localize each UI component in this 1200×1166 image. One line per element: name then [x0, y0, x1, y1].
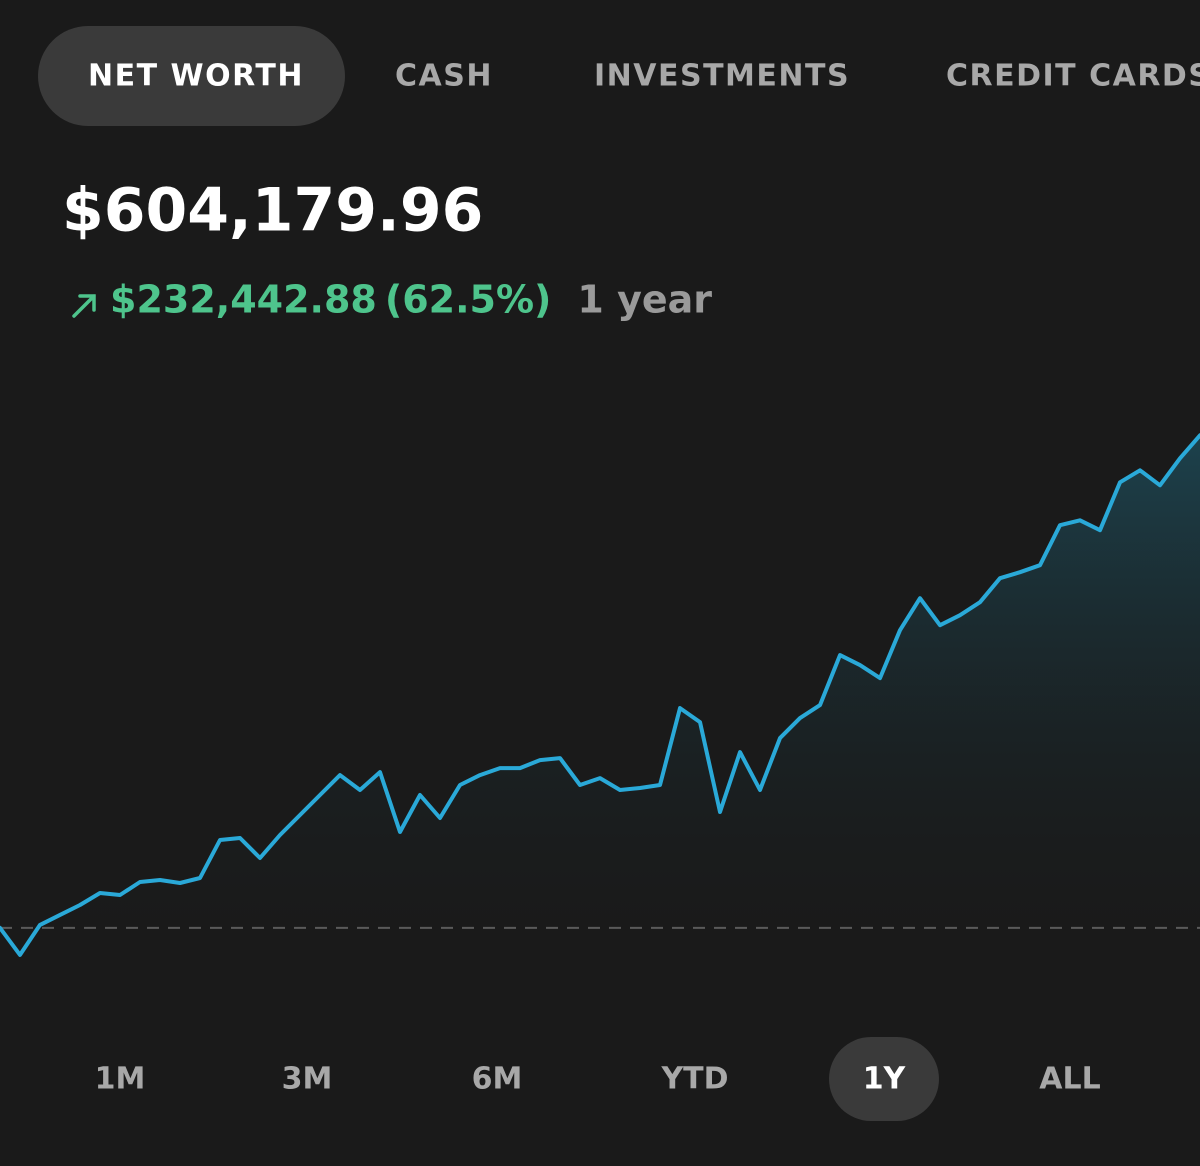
change-amount: $232,442.88: [110, 278, 377, 322]
area: [0, 435, 1200, 974]
tab-pill: [38, 26, 345, 126]
tab[interactable]: NET WORTH: [88, 59, 304, 94]
range-button[interactable]: 1Y: [863, 1062, 907, 1097]
line: [0, 433, 1200, 957]
chart: [0, 433, 1200, 974]
range-button[interactable]: YTD: [660, 1062, 728, 1097]
range-button[interactable]: ALL: [1039, 1062, 1100, 1097]
change-percent: (62.5%): [385, 278, 552, 322]
tab[interactable]: INVESTMENTS: [594, 59, 850, 94]
range-button[interactable]: 1M: [95, 1062, 146, 1097]
range-button[interactable]: 3M: [282, 1062, 333, 1097]
range-button[interactable]: 6M: [472, 1062, 523, 1097]
up-arrow-icon: [72, 294, 96, 318]
balance: $604,179.96: [62, 176, 483, 246]
tab[interactable]: CREDIT CARDS: [946, 59, 1200, 94]
range-pill: [829, 1037, 939, 1121]
period: 1 year: [577, 278, 712, 322]
tab[interactable]: CASH: [395, 59, 493, 94]
tab-bar: NET WORTH CASH INVESTMENTS CREDIT CARDS: [38, 26, 1200, 126]
range-selector: 1M 3M 6M YTD 1Y ALL: [95, 1037, 1101, 1121]
